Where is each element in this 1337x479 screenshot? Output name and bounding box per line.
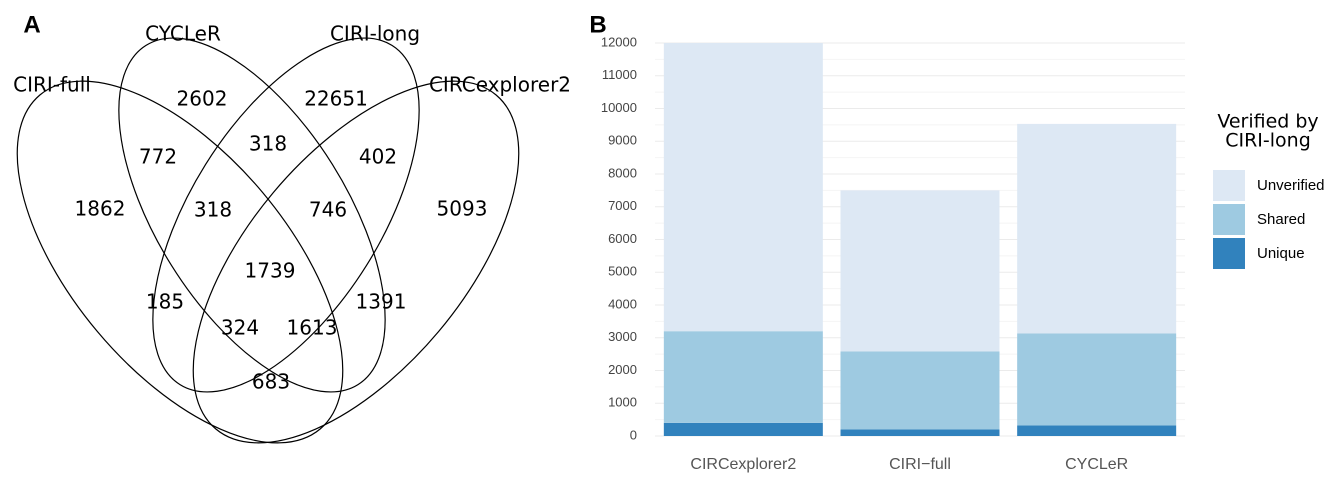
bar-segment bbox=[1017, 333, 1177, 426]
region-count: 324 bbox=[221, 316, 259, 340]
bar-segment bbox=[840, 190, 1000, 352]
panel-label: A bbox=[23, 11, 40, 38]
region-count: 1739 bbox=[245, 259, 296, 283]
venn-ellipses bbox=[16, 37, 520, 444]
region-count: 1613 bbox=[287, 316, 338, 340]
set-ellipse bbox=[16, 80, 344, 444]
region-count: 402 bbox=[359, 145, 397, 169]
region-count: 318 bbox=[194, 198, 232, 222]
x-tick-label: CIRI−full bbox=[889, 456, 951, 473]
legend-title: CIRI-long bbox=[1225, 130, 1311, 152]
region-count: 5093 bbox=[437, 197, 488, 221]
set-label: CIRCexplorer2 bbox=[429, 73, 571, 97]
bar-segment bbox=[663, 43, 823, 332]
region-count: 185 bbox=[146, 290, 184, 314]
y-tick-label: 9000 bbox=[608, 133, 637, 148]
set-ellipse bbox=[118, 37, 386, 393]
panel-label: B bbox=[589, 11, 606, 38]
region-count: 318 bbox=[249, 132, 287, 156]
y-tick-label: 10000 bbox=[601, 100, 637, 115]
bar-segment bbox=[840, 351, 1000, 430]
bar-segment bbox=[1017, 123, 1177, 334]
bar-segment bbox=[663, 422, 823, 436]
y-tick-label: 11000 bbox=[602, 67, 637, 82]
y-tick-label: 5000 bbox=[608, 264, 637, 279]
legend-swatch bbox=[1213, 238, 1245, 269]
set-ellipse bbox=[192, 80, 520, 444]
bar-segment bbox=[840, 429, 1000, 436]
y-tick-label: 8000 bbox=[608, 165, 637, 180]
region-count: 1391 bbox=[356, 290, 407, 314]
y-tick-label: 12000 bbox=[601, 34, 637, 49]
region-count: 746 bbox=[309, 198, 347, 222]
set-label: CIRI-full bbox=[13, 73, 91, 97]
legend-title: Verified by bbox=[1217, 111, 1318, 133]
region-count: 683 bbox=[252, 370, 290, 394]
legend-label: Unique bbox=[1257, 245, 1305, 262]
region-count: 2602 bbox=[177, 87, 228, 111]
set-ellipse bbox=[152, 37, 420, 393]
region-count: 22651 bbox=[304, 87, 368, 111]
y-tick-label: 2000 bbox=[608, 362, 637, 377]
set-label: CYCLeR bbox=[145, 22, 221, 46]
y-tick-label: 7000 bbox=[608, 198, 637, 213]
y-tick-label: 3000 bbox=[608, 329, 637, 344]
legend-label: Shared bbox=[1257, 211, 1305, 228]
y-tick-label: 4000 bbox=[608, 296, 637, 311]
bar-segment bbox=[663, 331, 823, 423]
legend-swatch bbox=[1213, 170, 1245, 201]
y-tick-label: 6000 bbox=[608, 231, 637, 246]
x-tick-label: CIRCexplorer2 bbox=[690, 456, 796, 473]
region-count: 1862 bbox=[75, 197, 126, 221]
legend-swatch bbox=[1213, 204, 1245, 235]
set-label: CIRI-long bbox=[330, 22, 420, 46]
y-tick-label: 1000 bbox=[608, 395, 637, 410]
x-tick-label: CYCLeR bbox=[1065, 456, 1128, 473]
y-tick-label: 0 bbox=[630, 427, 637, 442]
region-count: 772 bbox=[139, 145, 177, 169]
legend-label: Unverified bbox=[1257, 177, 1325, 194]
bar-segment bbox=[1017, 425, 1177, 436]
